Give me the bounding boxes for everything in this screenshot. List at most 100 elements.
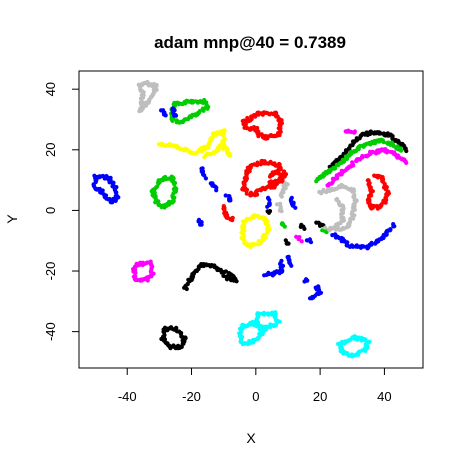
y-tick-label: 20 xyxy=(43,143,58,157)
data-point xyxy=(163,143,168,149)
data-point xyxy=(203,176,208,181)
cyan-cluster xyxy=(237,319,266,347)
data-point xyxy=(253,114,258,119)
data-point xyxy=(293,205,298,210)
red-cluster xyxy=(267,168,285,186)
x-axis: -40 -20 0 20 40 xyxy=(118,367,392,404)
data-point xyxy=(350,162,355,167)
data-point xyxy=(152,83,157,88)
black-cluster xyxy=(265,209,273,215)
data-point xyxy=(299,239,304,244)
data-point xyxy=(174,118,179,123)
data-point xyxy=(279,258,284,263)
data-point xyxy=(349,354,354,359)
red-cluster xyxy=(365,173,391,211)
data-point xyxy=(240,322,245,327)
data-point xyxy=(191,271,196,276)
data-point xyxy=(351,189,357,194)
x-tick-label: 20 xyxy=(313,389,327,404)
data-point xyxy=(285,241,290,246)
magenta-cluster xyxy=(343,128,357,135)
data-point xyxy=(361,244,366,249)
data-point xyxy=(247,169,252,174)
data-point xyxy=(302,226,307,231)
data-point xyxy=(257,312,262,317)
y-axis: -40 -20 0 20 40 xyxy=(43,82,80,341)
data-point xyxy=(285,182,290,187)
blue-cluster xyxy=(170,106,179,118)
blue-cluster xyxy=(196,217,204,227)
data-point xyxy=(181,341,186,346)
data-point xyxy=(351,194,356,199)
blue-cluster xyxy=(199,166,208,181)
data-point xyxy=(277,162,282,167)
data-point xyxy=(320,222,325,228)
data-point xyxy=(391,222,396,227)
gray-cluster xyxy=(317,182,359,233)
data-point xyxy=(399,148,404,153)
green-cluster xyxy=(149,174,179,210)
data-point xyxy=(323,225,328,230)
data-point xyxy=(278,261,283,267)
data-point xyxy=(173,113,178,118)
data-point xyxy=(228,198,233,203)
data-point xyxy=(162,329,167,334)
x-tick-label: -40 xyxy=(118,389,137,404)
data-point xyxy=(230,218,235,223)
data-point xyxy=(343,148,349,153)
data-point xyxy=(172,195,177,200)
data-point xyxy=(242,122,247,128)
data-point xyxy=(98,190,103,195)
data-point xyxy=(333,166,338,171)
data-point xyxy=(388,227,393,232)
data-point xyxy=(93,176,98,181)
data-point xyxy=(374,204,379,209)
data-point xyxy=(228,153,233,158)
data-point xyxy=(326,227,331,232)
data-point xyxy=(404,148,409,154)
yellow-cluster xyxy=(239,213,272,250)
data-point xyxy=(245,165,250,170)
data-point xyxy=(139,104,144,110)
data-point xyxy=(356,157,361,162)
data-point xyxy=(256,242,261,247)
data-point xyxy=(369,240,374,245)
data-point xyxy=(378,131,383,136)
data-point xyxy=(107,196,112,202)
data-point xyxy=(341,203,346,209)
data-point xyxy=(267,197,272,203)
data-point xyxy=(372,173,377,178)
data-point xyxy=(196,148,201,154)
green-cluster xyxy=(314,137,404,184)
data-point xyxy=(178,146,183,152)
data-point xyxy=(352,149,357,154)
chart-title: adam mnp@40 = 0.7389 xyxy=(154,33,346,52)
data-point xyxy=(334,223,340,228)
blue-cluster xyxy=(285,254,294,268)
data-point xyxy=(259,132,264,137)
data-point xyxy=(256,239,261,244)
data-point xyxy=(266,210,272,215)
magenta-cluster xyxy=(294,234,304,244)
data-point xyxy=(221,273,226,278)
x-tick-label: 0 xyxy=(252,389,259,404)
data-point xyxy=(307,296,313,301)
data-point xyxy=(162,325,168,330)
data-point xyxy=(360,155,365,160)
data-point xyxy=(265,204,270,209)
data-point xyxy=(138,277,143,282)
magenta-cluster xyxy=(131,259,156,283)
data-point xyxy=(145,79,150,85)
data-point xyxy=(338,341,343,346)
green-cluster xyxy=(279,221,287,229)
data-point xyxy=(368,129,373,135)
yellow-cluster xyxy=(156,128,227,160)
red-cluster xyxy=(221,204,235,223)
data-point xyxy=(202,155,207,160)
x-tick-label: -20 xyxy=(182,389,201,404)
data-point xyxy=(404,160,409,165)
blue-cluster xyxy=(302,277,310,284)
data-point xyxy=(214,188,219,193)
data-point xyxy=(255,160,260,165)
